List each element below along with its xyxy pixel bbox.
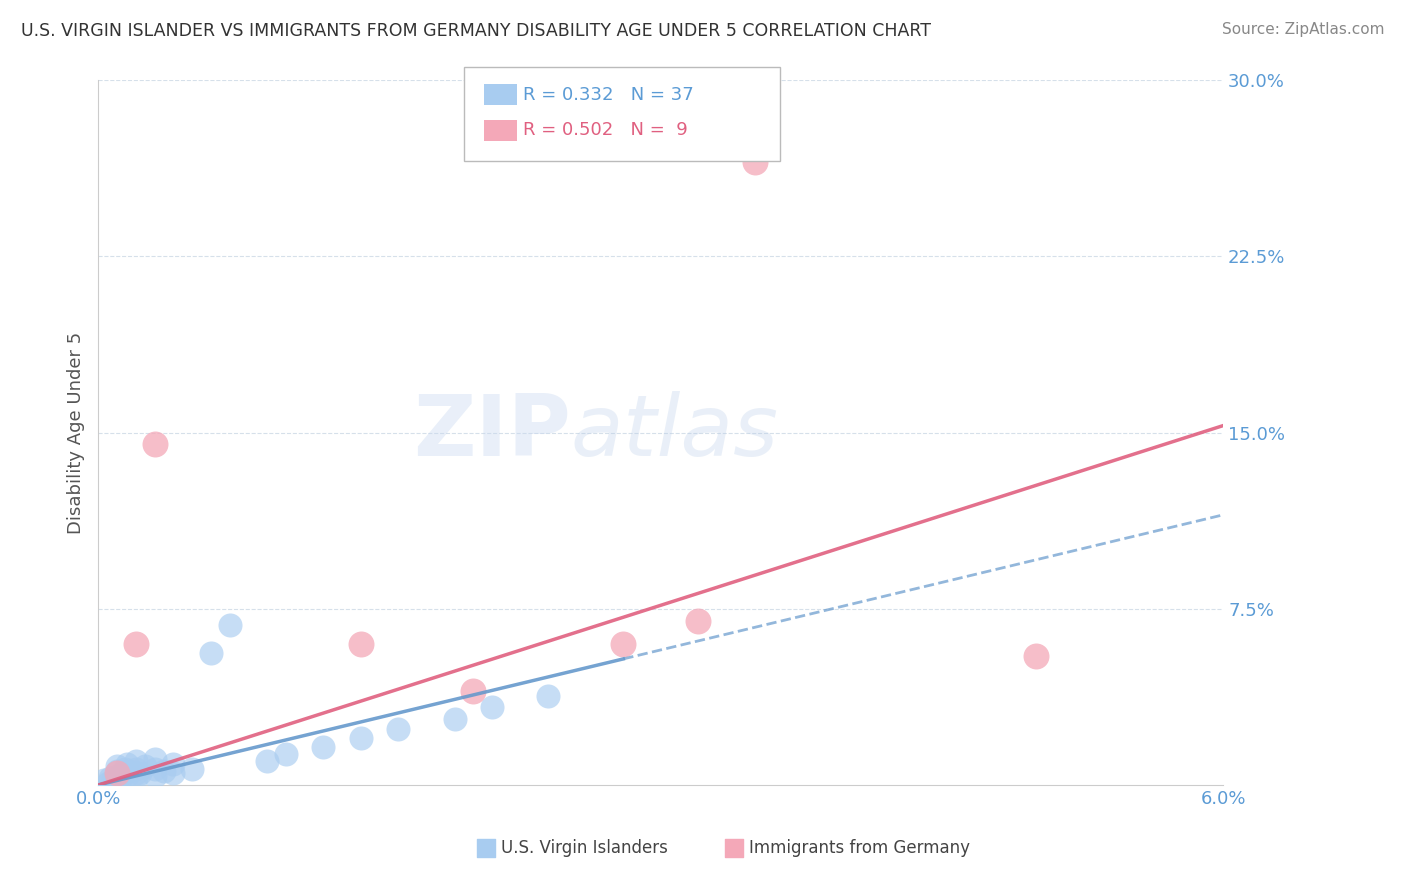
Point xyxy=(128,766,150,780)
Point xyxy=(125,771,148,785)
Point xyxy=(256,755,278,769)
Point xyxy=(200,647,222,661)
Point xyxy=(274,747,297,762)
Point xyxy=(125,755,148,769)
Y-axis label: Disability Age Under 5: Disability Age Under 5 xyxy=(66,332,84,533)
Point xyxy=(103,773,125,788)
Point xyxy=(218,618,240,632)
Point xyxy=(350,731,373,745)
Point xyxy=(111,766,134,780)
Point xyxy=(143,752,166,766)
Text: R = 0.502   N =  9: R = 0.502 N = 9 xyxy=(523,121,688,139)
Point xyxy=(181,762,204,776)
Text: atlas: atlas xyxy=(571,391,779,475)
Point xyxy=(105,759,128,773)
Point xyxy=(98,771,121,785)
Point xyxy=(125,766,148,780)
Point xyxy=(115,768,138,782)
Point xyxy=(97,775,120,789)
Point xyxy=(125,637,148,651)
Point xyxy=(105,775,128,789)
Point xyxy=(744,155,766,169)
Point xyxy=(162,756,184,771)
Text: R = 0.332   N = 37: R = 0.332 N = 37 xyxy=(523,86,693,103)
Point xyxy=(117,764,139,778)
Point xyxy=(105,768,128,782)
Point xyxy=(114,762,136,776)
Point xyxy=(312,740,335,755)
Point xyxy=(115,756,138,771)
Text: U.S. VIRGIN ISLANDER VS IMMIGRANTS FROM GERMANY DISABILITY AGE UNDER 5 CORRELATI: U.S. VIRGIN ISLANDER VS IMMIGRANTS FROM … xyxy=(21,22,931,40)
Point xyxy=(688,614,710,628)
Point xyxy=(612,637,634,651)
Point xyxy=(387,722,409,736)
Point xyxy=(134,759,156,773)
Point xyxy=(105,766,128,780)
Point xyxy=(350,637,373,651)
Point xyxy=(153,764,176,778)
Point xyxy=(537,689,560,703)
Point xyxy=(105,764,128,778)
Point xyxy=(1025,648,1047,663)
Point xyxy=(143,762,166,776)
Point xyxy=(143,437,166,451)
Point xyxy=(481,700,503,714)
Point xyxy=(463,684,485,698)
Point xyxy=(93,773,115,788)
Point xyxy=(443,712,465,726)
Point xyxy=(110,771,132,785)
Text: Source: ZipAtlas.com: Source: ZipAtlas.com xyxy=(1222,22,1385,37)
Point xyxy=(162,766,184,780)
Text: U.S. Virgin Islanders: U.S. Virgin Islanders xyxy=(501,839,668,857)
Text: Immigrants from Germany: Immigrants from Germany xyxy=(748,839,970,857)
Text: ZIP: ZIP xyxy=(413,391,571,475)
Point xyxy=(143,768,166,782)
Point xyxy=(125,762,148,776)
